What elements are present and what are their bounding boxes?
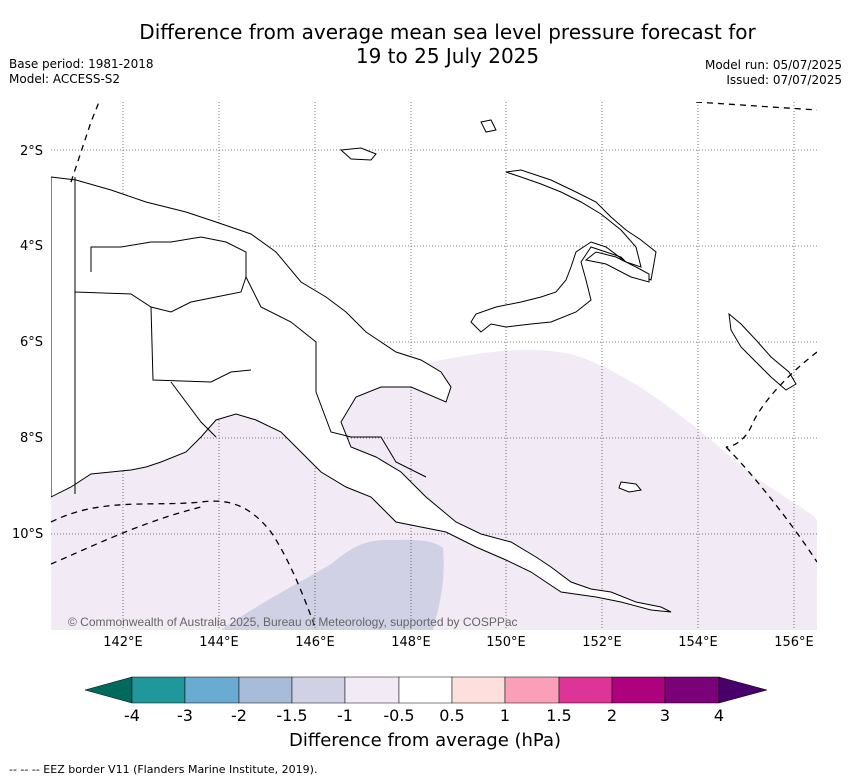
lat-label-10s: 10°S xyxy=(12,527,44,542)
colorbar-bin-3 xyxy=(238,676,293,704)
colorbar-bin-4 xyxy=(291,676,346,704)
colorbar-bin-6 xyxy=(398,676,453,704)
colorbar-bin-11 xyxy=(664,676,720,704)
lon-label-150e: 150°E xyxy=(486,635,526,650)
colorbar-tick: -1.5 xyxy=(276,706,308,725)
province-borders xyxy=(74,177,427,494)
model-run: Model run: 05/07/2025 xyxy=(704,58,842,72)
anomaly-region-neg-1 xyxy=(221,539,444,630)
map-area: © Commonwealth of Australia 2025, Bureau… xyxy=(51,102,817,630)
colorbar-bin-2 xyxy=(184,676,240,704)
colorbar-tick: -0.5 xyxy=(383,706,415,725)
lon-label-152e: 152°E xyxy=(582,635,622,650)
colorbar-bin-9 xyxy=(558,676,613,704)
colorbar-tick: -3 xyxy=(177,706,193,725)
colorbar-tick: -1 xyxy=(337,706,353,725)
lat-label-4s: 4°S xyxy=(20,239,44,254)
issued-date: Issued: 07/07/2025 xyxy=(726,73,842,87)
lon-label-146e: 146°E xyxy=(295,635,335,650)
colorbar-tick: -4 xyxy=(124,706,140,725)
colorbar-tick: 2 xyxy=(606,706,618,725)
eez-borders xyxy=(51,102,817,630)
colorbar-bin-5 xyxy=(344,676,400,704)
metadata-right: Model run: 05/07/2025 Issued: 07/07/2025 xyxy=(705,58,842,88)
colorbar-tick: 4 xyxy=(713,706,725,725)
coastlines xyxy=(51,119,797,613)
new-guinea-mainland xyxy=(51,176,672,613)
colorbar-tick: 0.5 xyxy=(439,706,465,725)
metadata-left: Base period: 1981-2018 Model: ACCESS-S2 xyxy=(9,57,154,87)
colorbar xyxy=(85,676,767,704)
colorbar-max-arrow xyxy=(718,676,767,704)
colorbar-tick: -2 xyxy=(231,706,247,725)
model-name: Model: ACCESS-S2 xyxy=(9,72,121,86)
base-period: Base period: 1981-2018 xyxy=(9,57,154,71)
new-ireland-island xyxy=(584,251,650,283)
lon-label-148e: 148°E xyxy=(391,635,431,650)
colorbar-bin-8 xyxy=(504,676,560,704)
colorbar-bin-7 xyxy=(451,676,506,704)
bougainville-island xyxy=(728,312,797,391)
trobriand-island xyxy=(480,119,497,133)
map-svg: © Commonwealth of Australia 2025, Bureau… xyxy=(51,102,817,630)
colorbar-bin-10 xyxy=(611,676,666,704)
lat-label-2s: 2°S xyxy=(20,144,44,159)
goodenough-island xyxy=(618,481,642,493)
colorbar-bin-1 xyxy=(131,676,186,704)
colorbar-tick: 1.5 xyxy=(546,706,572,725)
colorbar-min-arrow xyxy=(85,676,133,704)
colorbar-tick: 1 xyxy=(499,706,511,725)
new-britain-island xyxy=(470,169,657,333)
title-line-2: 19 to 25 July 2025 xyxy=(355,44,540,68)
eez-footnote: -- -- -- EEZ border V11 (Flanders Marine… xyxy=(9,763,318,776)
lon-label-156e: 156°E xyxy=(774,635,814,650)
lat-label-8s: 8°S xyxy=(20,431,44,446)
lon-label-154e: 154°E xyxy=(678,635,718,650)
lon-label-142e: 142°E xyxy=(103,635,143,650)
manus-island xyxy=(339,147,377,161)
lon-label-144e: 144°E xyxy=(199,635,239,650)
colorbar-tick: 3 xyxy=(659,706,671,725)
title-line-1: Difference from average mean sea level p… xyxy=(139,20,756,44)
colorbar-title: Difference from average (hPa) xyxy=(288,730,562,751)
lat-label-6s: 6°S xyxy=(20,335,44,350)
map-copyright: © Commonwealth of Australia 2025, Bureau… xyxy=(68,615,518,629)
map-title: Difference from average mean sea level p… xyxy=(0,20,850,68)
